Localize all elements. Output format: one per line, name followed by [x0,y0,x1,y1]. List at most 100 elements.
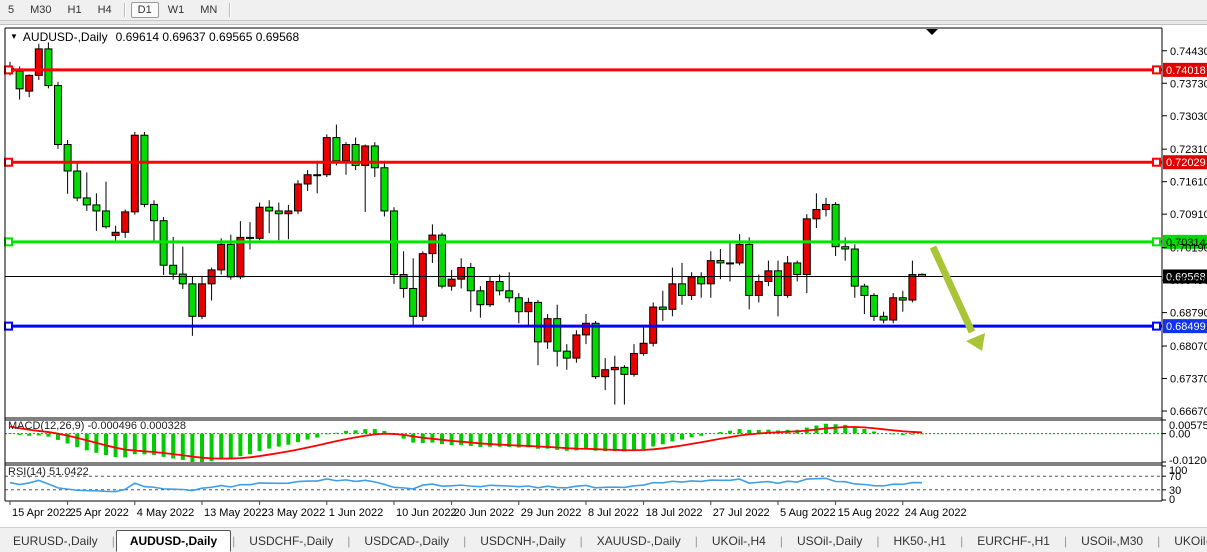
candles-layer [6,42,926,405]
candle-up [783,262,792,296]
axis-tick-label: 0.67370 [1170,374,1207,386]
line-handle[interactable] [1152,157,1161,167]
candle-down [514,297,523,313]
date-label: 15 Apr 2022 [12,507,71,519]
candle-up [582,322,590,336]
date-label: 18 Jul 2022 [646,507,703,519]
tab-ukoil-h4[interactable]: UKOil-,H4 [711,533,766,548]
price-label-box [1163,319,1207,334]
timeframe-button-w1[interactable]: W1 [167,4,185,16]
candle-down [44,48,53,87]
candle-down [495,281,504,292]
timeframe-toolbar: 5 M30 H1 H4 D1 W1 MN [0,0,1207,21]
candle-up [418,253,427,317]
candle-up [486,281,494,306]
date-label: 25 Apr 2022 [70,507,129,519]
chart-symbol-label: AUDUSD-,Daily [22,30,108,44]
timeframe-button-5[interactable]: 5 [8,4,15,16]
date-label: 4 May 2022 [137,507,194,519]
candle-up [908,274,917,301]
candle-up [322,137,331,176]
axis-tick-label: 0.70190 [1170,243,1207,255]
chart-header: ▼ AUDUSD-,Daily 0.69614 0.69637 0.69565 0.… [10,30,299,44]
tab-eurusd-daily[interactable]: EURUSD-,Daily [13,533,98,548]
candle-down [841,246,850,250]
candle-down [534,301,542,343]
candle-down [860,285,869,296]
candle-down [73,170,82,199]
candle-up [313,174,322,177]
trend-arrow-shaft[interactable] [929,245,976,334]
candle-down [178,273,187,285]
collapse-triangle-icon[interactable]: ▼ [10,32,18,41]
tab-usdchf-daily[interactable]: USDCHF-,Daily [249,533,334,548]
line-handle[interactable] [1152,237,1161,247]
tab-usdcnh-daily[interactable]: USDCNH-,Daily [480,533,566,548]
toolbar-separator [229,3,232,17]
tab-eurchf-h1[interactable]: EURCHF-,H1 [977,533,1050,548]
candle-down [793,262,802,276]
candle-up [668,283,677,310]
date-label: 1 Jun 2022 [329,507,383,519]
tab-audusd-daily[interactable]: AUDUSD-,Daily [115,529,232,552]
line-handle[interactable] [4,321,13,331]
rsi-axis-label: 70 [1169,471,1181,483]
candle-down [879,315,888,321]
line-handle[interactable] [1152,65,1161,75]
candle-up [255,206,264,239]
candle-down [898,297,907,301]
tab-usoil-m30[interactable]: USOil-,M30 [1081,533,1144,548]
rsi-value: 51.0422 [48,466,89,478]
timeframe-button-d1[interactable]: D1 [130,2,159,18]
line-handle[interactable] [4,237,13,247]
line-handle[interactable] [1152,321,1161,331]
line-handle[interactable] [4,157,13,167]
candle-down [505,290,514,299]
candle-down [351,144,360,166]
tab-ukoil-h1[interactable]: UKOil-,H1 [1174,533,1207,548]
candle-down [265,206,274,212]
line-handle[interactable] [4,65,13,75]
tab-usoil-daily[interactable]: USOil-,Daily [796,533,863,548]
timeframe-button-h4[interactable]: H4 [97,4,112,16]
candle-up [524,301,533,313]
candle-down [399,274,408,289]
candle-down [745,243,754,296]
candle-up [111,231,120,237]
tab-separator: | [779,533,783,548]
timeframe-button-mn[interactable]: MN [200,4,218,16]
window-divider [0,21,1207,25]
tab-hk50-h1[interactable]: HK50-,H1 [893,533,947,548]
timeframe-button-m30[interactable]: M30 [30,4,52,16]
trend-arrow-head-icon[interactable] [966,333,985,351]
toolbar-separator [123,3,126,17]
axis-tick-label: 0.73730 [1170,78,1207,90]
timeframe-button-h1[interactable]: H1 [67,4,82,16]
date-label: 5 Aug 2022 [780,507,836,519]
candle-down [658,306,667,310]
tab-xauusd-daily[interactable]: XAUUSD-,Daily [596,533,681,548]
candle-down [169,264,178,275]
candle-up [706,260,715,285]
price-axis: 0.74018 0.72029 0.70314 0.69568 0.68499 0.744… [1162,46,1207,418]
macd-panel: 0.0057520.00 -0.012005 [5,419,1207,467]
chart-shift-marker-icon[interactable] [926,29,938,35]
price-label-box [1163,234,1207,249]
candle-up [34,48,43,76]
macd-title: MACD(12,26,9) -0.000496 0.000328 [8,420,186,432]
tab-separator: | [960,533,964,548]
tab-separator: | [232,533,236,548]
candle-up [687,276,696,296]
tab-separator: | [579,533,583,548]
macd-axis-label: 0.00 [1169,429,1190,441]
candle-down [63,144,72,172]
tab-separator: | [876,533,880,548]
candle-up [610,366,619,371]
tab-usdcad-daily[interactable]: USDCAD-,Daily [364,533,450,548]
candle-down [870,294,878,317]
tab-separator: | [1063,533,1068,548]
date-label: 10 Jun 2022 [396,507,457,519]
candle-up [447,278,456,287]
